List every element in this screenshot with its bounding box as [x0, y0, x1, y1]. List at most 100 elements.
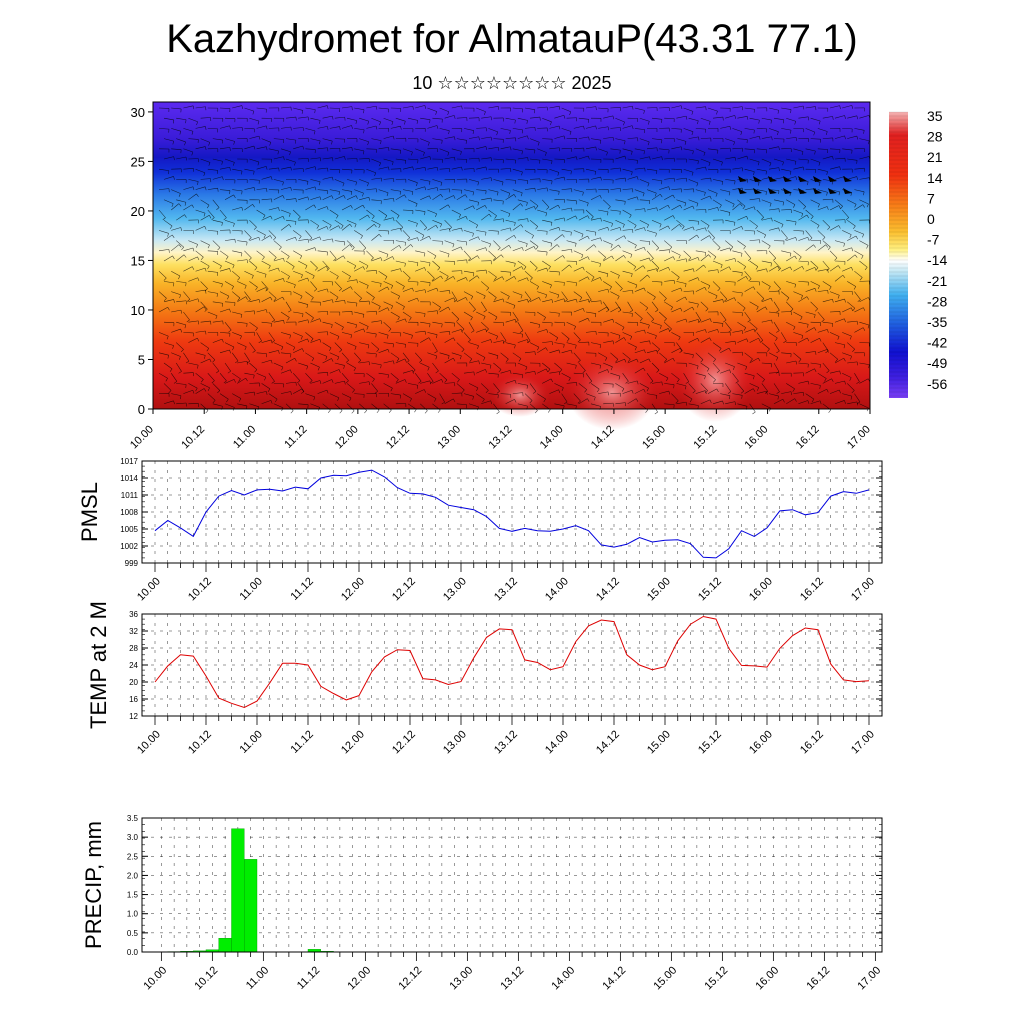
wind-barb-flag: [204, 186, 207, 191]
wind-barb-flag: [709, 235, 712, 239]
wind-barb: [244, 352, 251, 362]
wind-barb-flag: [332, 299, 334, 304]
wind-barb-flag: [746, 155, 749, 160]
wind-barb-flag: [631, 151, 633, 155]
wind-barb-flag: [676, 379, 680, 383]
wind-barb-flag: [203, 388, 207, 392]
wind-barb-flag: [705, 390, 707, 394]
wind-barb-flag: [290, 410, 294, 414]
wind-barb-flag: [596, 388, 600, 393]
wind-barb-flag: [734, 157, 736, 161]
wind-barb-flag: [393, 360, 395, 365]
wind-barb-flag: [292, 266, 295, 270]
wind-barb: [847, 320, 858, 323]
wind-barb-flag: [801, 151, 804, 155]
wind-barb: [500, 189, 510, 194]
wind-barb: [305, 166, 316, 170]
wind-barb-flag: [623, 121, 625, 126]
wind-barb: [439, 331, 450, 333]
wind-barb: [354, 328, 364, 333]
wind-barb-flag: [472, 205, 475, 209]
wind-barb: [749, 239, 760, 241]
wind-barb-flag: [350, 334, 352, 339]
wind-barb: [188, 277, 198, 282]
wind-barb: [847, 361, 858, 364]
wind-barb-flag: [582, 370, 586, 374]
wind-barb-flag: [600, 176, 602, 181]
wind-barb-flag: [704, 252, 706, 256]
wind-barb: [256, 146, 267, 150]
wind-barb-flag: [453, 337, 456, 341]
wind-barb-flag: [720, 264, 723, 269]
x-tick-label: 16.12: [798, 575, 826, 603]
wind-barb: [610, 209, 621, 212]
wind-barb: [700, 177, 711, 180]
wind-barb: [622, 125, 633, 129]
wind-barb: [317, 331, 328, 333]
wind-barb: [773, 383, 780, 392]
wind-barb: [468, 275, 478, 282]
y-tick-label: 999: [125, 559, 139, 568]
wind-barb: [293, 270, 303, 275]
colorbar-label: -28: [927, 293, 947, 309]
wind-barb-flag: [209, 215, 212, 219]
wind-barb: [676, 383, 687, 387]
wind-barb: [659, 204, 669, 211]
wind-barb-flag: [448, 306, 451, 311]
x-tick-label: 15.12: [702, 964, 730, 992]
wind-barb: [378, 307, 388, 313]
wind-barb: [183, 311, 190, 321]
wind-barb-flag: [500, 254, 504, 258]
wind-barb: [707, 207, 718, 211]
wind-barb: [256, 166, 267, 170]
wind-barb-flag: [233, 223, 235, 227]
wind-barb: [183, 148, 193, 153]
wind-barb-flag: [197, 338, 200, 342]
wind-barb-flag: [489, 243, 491, 248]
wind-barb: [280, 126, 291, 129]
wind-barb: [432, 117, 443, 120]
wind-barb: [676, 199, 686, 204]
wind-barb: [756, 291, 765, 299]
wind-barb: [444, 115, 455, 119]
wind-barb-flag: [494, 297, 497, 301]
wind-barb: [517, 362, 528, 368]
wind-barb-flag: [472, 233, 474, 237]
wind-barb: [310, 117, 321, 121]
wind-barb: [280, 148, 291, 152]
wind-barb-flag: [795, 176, 798, 180]
x-tick-label: 16.12: [794, 423, 822, 451]
wind-barb: [627, 176, 638, 180]
wind-barb: [761, 158, 772, 164]
wind-barb: [737, 155, 748, 160]
wind-barb: [744, 311, 751, 321]
wind-barb: [468, 136, 479, 139]
wind-barb: [212, 219, 223, 223]
wind-barb-flag: [758, 338, 761, 342]
wind-barb: [598, 288, 608, 292]
wind-barb: [671, 372, 680, 380]
wind-barb: [549, 168, 559, 173]
wind-barb: [854, 373, 860, 382]
wind-barb-flag: [424, 105, 427, 109]
wind-barb-flag: [429, 380, 432, 385]
wind-barb: [659, 311, 667, 319]
wind-barb: [219, 166, 230, 170]
wind-barb-flag: [667, 225, 670, 230]
wind-barb-flag: [171, 203, 174, 208]
wind-barb-flag: [366, 285, 369, 289]
wind-barb: [444, 136, 455, 139]
wind-barb: [627, 398, 637, 405]
wind-barb: [390, 168, 401, 170]
wind-barb: [207, 352, 216, 361]
wind-barb-flag: [728, 212, 731, 216]
wind-barb: [773, 322, 780, 331]
wind-barb: [761, 362, 772, 365]
wind-barb-flag: [332, 116, 334, 120]
wind-barb: [854, 270, 863, 278]
wind-barb-flag: [173, 176, 175, 180]
wind-barb: [695, 352, 704, 360]
wind-barb: [829, 205, 840, 211]
wind-barb-flag: [759, 340, 763, 343]
